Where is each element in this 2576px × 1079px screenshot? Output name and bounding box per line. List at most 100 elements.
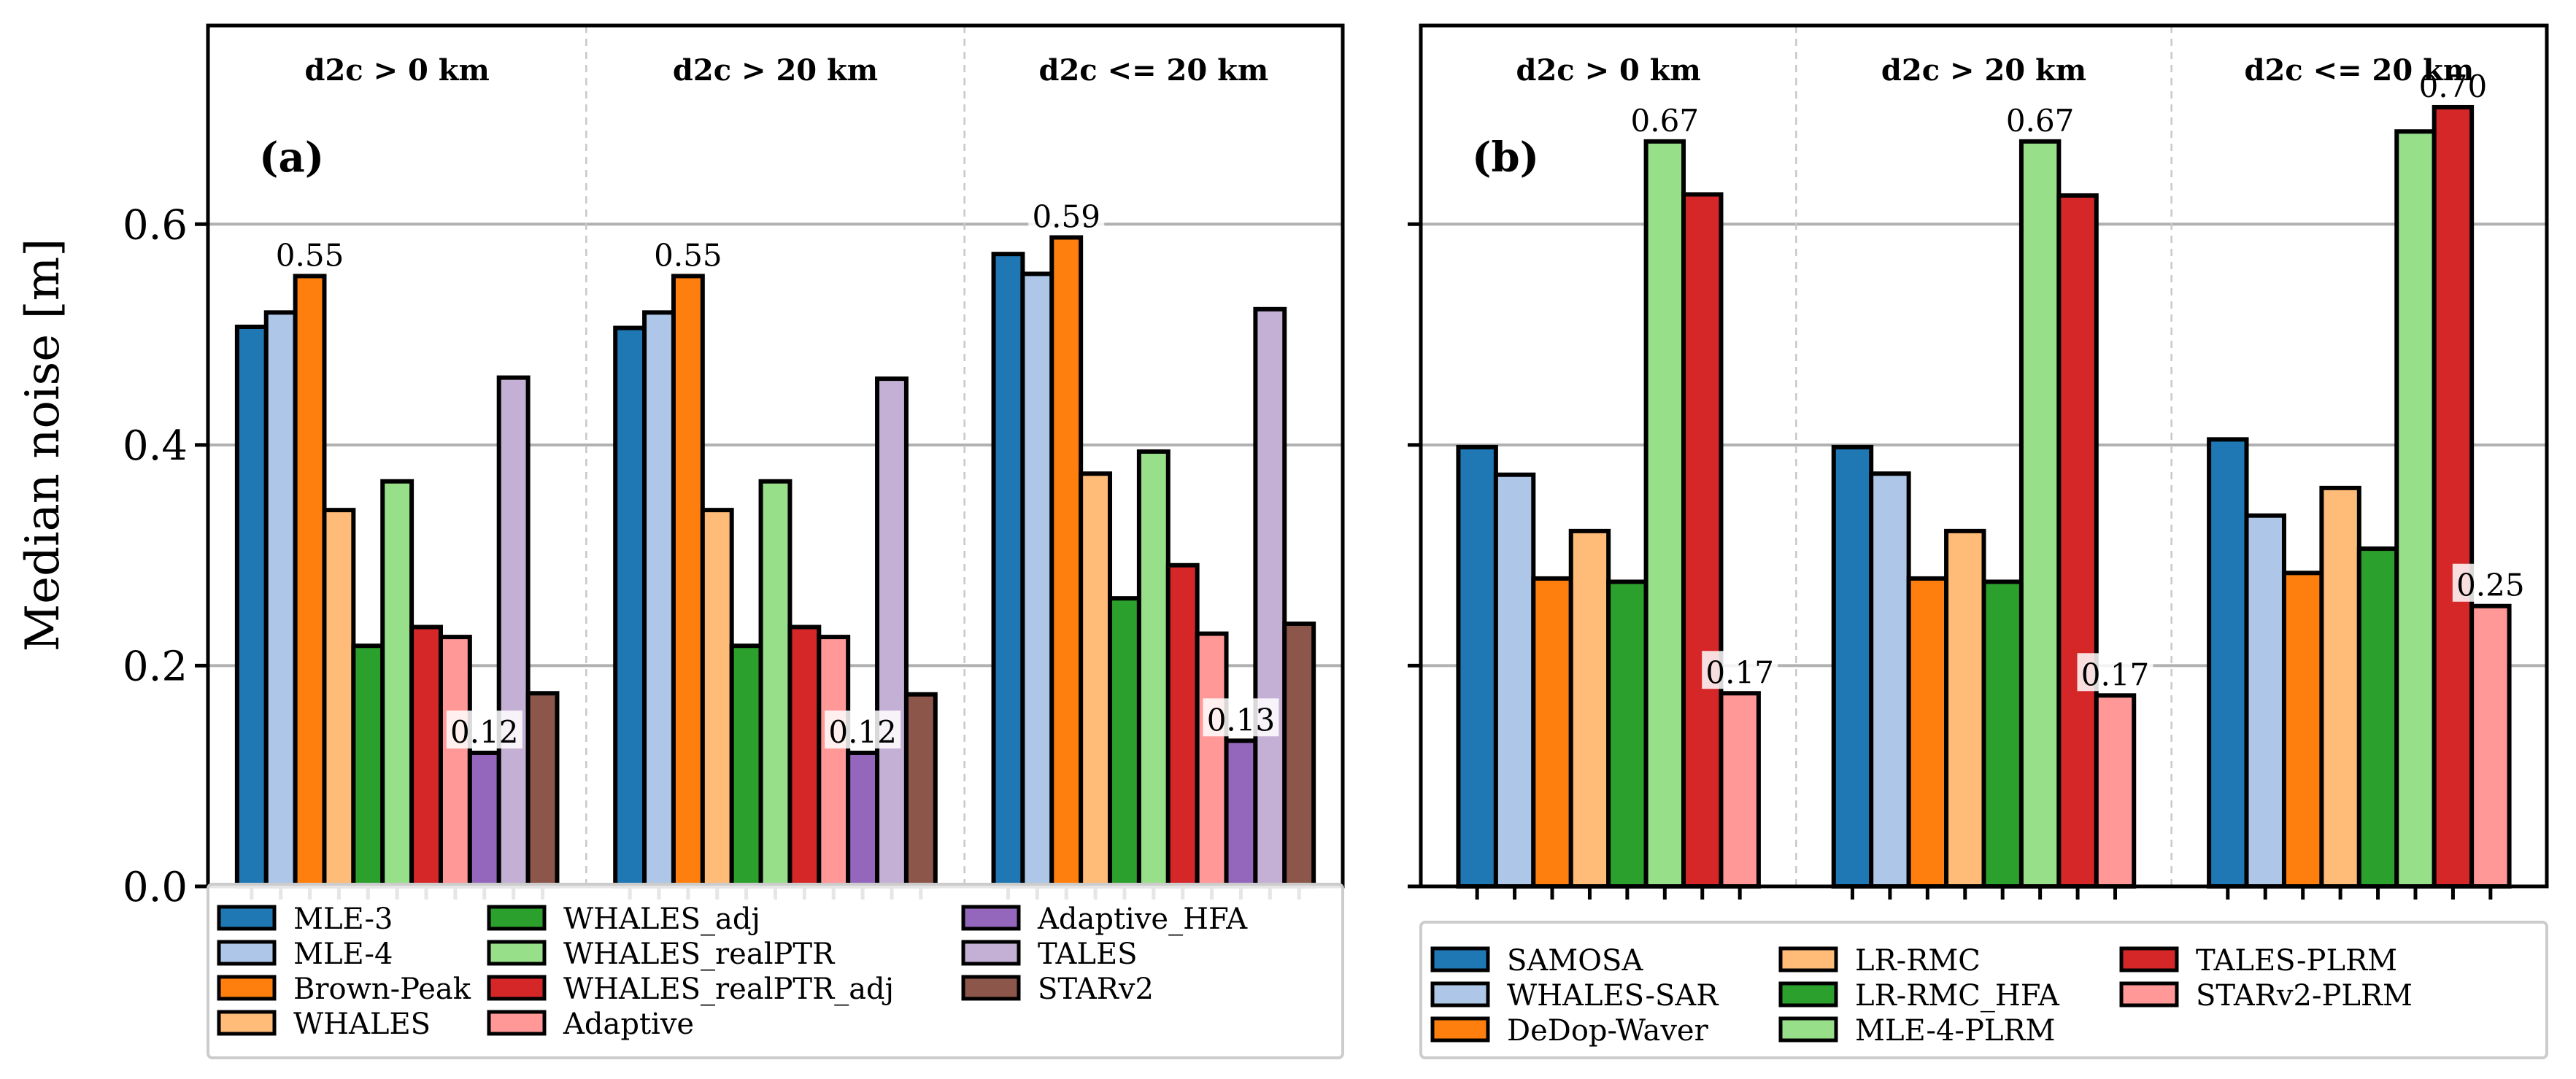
data-label-a: 0.13: [1207, 702, 1276, 738]
y-tick-label-a: 0.4: [123, 422, 188, 470]
bar-a: [1049, 235, 1084, 889]
legend-swatch-a: [961, 975, 1021, 1001]
bar-a: [1224, 738, 1258, 889]
bar-a: [613, 325, 647, 889]
legend-swatch-a: [961, 940, 1021, 966]
legend-swatch-b: [2119, 981, 2179, 1008]
legend-swatch-b: [1430, 946, 1490, 972]
legend-swatch-b: [1430, 1016, 1490, 1043]
data-label-background-b: [2077, 653, 2153, 692]
bar-b: [2469, 603, 2512, 889]
bar-a: [293, 274, 327, 889]
bar-a: [700, 508, 734, 889]
panel-b: 0.67 0.17 0.67 0.17 0.70 0.25 d2c > 0 km d2c > …: [1408, 23, 2549, 1059]
bar-b: [1456, 444, 1498, 889]
legend-label-b: WHALES-SAR: [1507, 979, 1719, 1013]
bar-a: [991, 252, 1025, 889]
legend-label-b: LR-RMC: [1855, 944, 1981, 978]
bar-a: [758, 479, 793, 889]
legend-swatch-a: [217, 975, 277, 1001]
bar-b: [1681, 192, 1724, 889]
bar-a: [1165, 562, 1200, 889]
legend-label-a: WHALES_adj: [563, 902, 760, 936]
bar-a: [380, 479, 414, 889]
bar-a: [1136, 449, 1171, 889]
legend-swatch-b: [1778, 1016, 1838, 1043]
bar-a: [817, 635, 851, 889]
data-label-background-b: [2002, 98, 2078, 137]
legend-label-b: STARv2-PLRM: [2196, 979, 2413, 1013]
category-label-b: d2c > 20 km: [1881, 53, 2086, 88]
legend-label-b: SAMOSA: [1507, 944, 1643, 978]
bar-b: [1719, 691, 1761, 889]
legend-swatch-a: [217, 1010, 277, 1036]
legend-swatch-a: [487, 905, 547, 931]
bar-b: [1831, 444, 1874, 889]
data-label-a: 0.59: [1032, 198, 1100, 234]
bar-a: [903, 692, 938, 889]
panel-label-b: (b): [1472, 134, 1539, 182]
legend-label-a: WHALES_realPTR: [563, 937, 836, 971]
data-label-background-b: [2452, 563, 2529, 602]
data-label-b: 0.70: [2419, 69, 2488, 104]
bar-b: [1568, 528, 1611, 889]
y-tick-label-a: 0.2: [123, 643, 188, 690]
bar-b: [2356, 546, 2399, 889]
panel-label-a: (a): [259, 134, 324, 182]
data-label-background-a: [649, 233, 726, 272]
bar-a: [1108, 596, 1141, 889]
bar-a: [1282, 621, 1316, 889]
bar-b: [1869, 471, 1911, 889]
bar-a: [409, 624, 443, 889]
bar-a: [729, 643, 763, 889]
category-label-a: d2c > 20 km: [673, 53, 878, 88]
legend-label-a: Adaptive: [563, 1008, 694, 1041]
bar-b: [2244, 513, 2286, 889]
bar-b: [1531, 576, 1573, 889]
bar-b: [1493, 472, 1536, 889]
bar-b: [2056, 193, 2099, 889]
legend-label-a: WHALES_realPTR_adj: [563, 972, 894, 1006]
bar-b: [1981, 579, 2024, 889]
data-label-a: 0.55: [654, 237, 722, 273]
data-label-a: 0.55: [276, 237, 344, 273]
data-label-background-a: [825, 710, 901, 749]
y-tick-label-a: 0.0: [123, 864, 188, 911]
legend-label-a: MLE-3: [293, 902, 393, 936]
data-label-b: 0.67: [2006, 103, 2075, 139]
data-label-background-b: [2415, 64, 2491, 103]
category-label-a: d2c <= 20 km: [1038, 53, 1268, 88]
bar-b: [2207, 437, 2249, 889]
data-label-b: 0.67: [1631, 103, 1700, 139]
bar-b: [2394, 129, 2437, 889]
legend-swatch-a: [217, 940, 277, 966]
category-label-b: d2c <= 20 km: [2244, 53, 2474, 88]
legend-swatch-a: [487, 975, 547, 1001]
legend-label-b: DeDop-Waver: [1507, 1014, 1709, 1048]
panel-a: 0.55 0.12 0.55 0.12 0.59 0.13 d2c > 0 km d2c > …: [123, 23, 1345, 1059]
bar-b: [2319, 485, 2361, 889]
bar-a: [1253, 306, 1287, 889]
data-label-background-a: [1203, 698, 1279, 737]
bar-a: [467, 750, 501, 889]
bar-b: [2094, 693, 2137, 889]
bar-a: [263, 310, 298, 889]
legend-label-a: Brown-Peak: [293, 972, 471, 1006]
y-tick-label-a: 0.6: [123, 201, 188, 249]
bar-a: [1195, 631, 1229, 889]
data-label-b: 0.17: [2081, 657, 2150, 692]
bar-a: [671, 274, 705, 889]
bar-a: [1079, 471, 1113, 889]
category-label-b: d2c > 0 km: [1516, 53, 1701, 88]
y-axis-label: Median noise [m]: [16, 239, 70, 651]
bar-a: [351, 643, 385, 889]
legend-label-b: LR-RMC_HFA: [1855, 979, 2060, 1013]
bar-a: [322, 508, 356, 889]
bar-b: [1906, 576, 1949, 889]
legend-swatch-b: [1430, 981, 1490, 1008]
bar-b: [1944, 528, 1986, 889]
bar-a: [642, 310, 676, 889]
bar-a: [787, 624, 822, 889]
legend-label-a: STARv2: [1038, 972, 1154, 1006]
legend-label-a: MLE-4: [293, 937, 393, 971]
